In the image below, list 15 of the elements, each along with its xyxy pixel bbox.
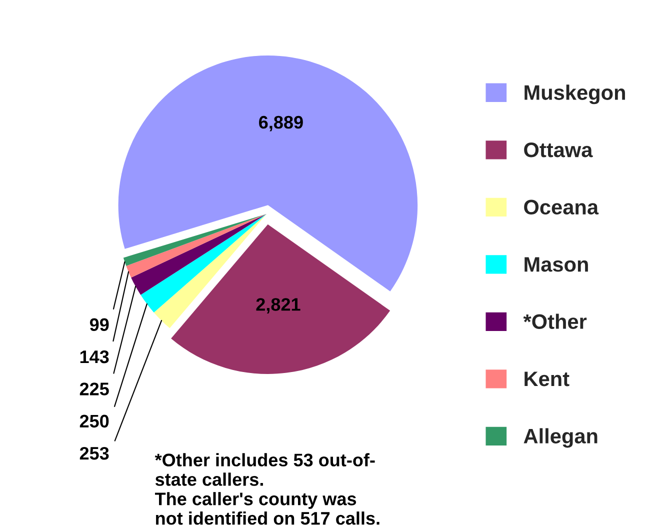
data-label: 6,889 — [259, 116, 303, 132]
data-label: 2,821 — [256, 298, 300, 314]
data-label: 99 — [90, 318, 109, 332]
text: *Other includes 53 out-of- state callers. The caller's county was not identified on 517 calls. — [154, 453, 380, 525]
legend-label: Allegan — [524, 428, 598, 448]
legend-label: Ottawa — [524, 142, 593, 158]
data-label: 225 — [80, 382, 109, 396]
legend-label: Kent — [524, 372, 570, 386]
legend-label: Oceana — [524, 200, 599, 215]
data-label: 143 — [80, 350, 109, 364]
data-label: 253 — [80, 446, 109, 460]
legend-label: Muskegon — [524, 84, 625, 104]
legend-label: *Other — [523, 314, 587, 330]
legend-label: Mason — [524, 257, 588, 272]
data-label: 250 — [80, 414, 109, 428]
